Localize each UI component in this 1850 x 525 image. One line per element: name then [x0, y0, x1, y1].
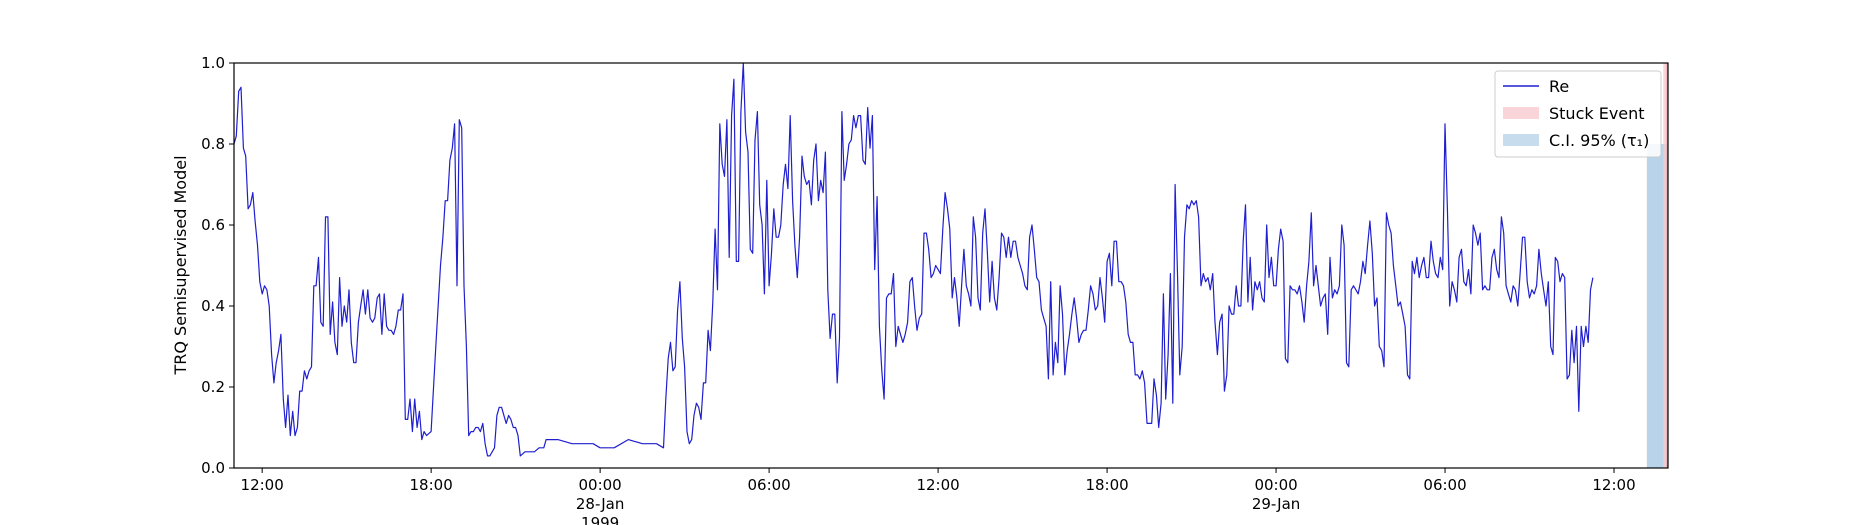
- legend: Re Stuck Event C.I. 95% (τ₁): [1494, 70, 1662, 158]
- x-tick-label: 12:00: [916, 476, 959, 494]
- x-tick-date-label: 28-Jan: [576, 495, 624, 513]
- y-tick-label: 1.0: [201, 54, 225, 72]
- x-tick-date-label: 29-Jan: [1252, 495, 1300, 513]
- x-tick-label: 12:00: [241, 476, 284, 494]
- legend-label: C.I. 95% (τ₁): [1549, 131, 1649, 150]
- x-tick-label: 00:00: [1254, 476, 1297, 494]
- x-tick-label: 12:00: [1592, 476, 1635, 494]
- stuck-event-band: [1663, 63, 1668, 468]
- y-tick-label: 0.0: [201, 459, 225, 477]
- y-tick-label: 0.6: [201, 216, 225, 234]
- x-tick-label: 00:00: [579, 476, 622, 494]
- y-tick-label: 0.2: [201, 378, 225, 396]
- y-tick-label: 0.4: [201, 297, 225, 315]
- legend-label: Stuck Event: [1549, 104, 1645, 123]
- series-line-re: [233, 62, 1594, 457]
- legend-label: Re: [1549, 77, 1569, 96]
- legend-swatch-patch: [1503, 134, 1539, 146]
- x-tick-label: 18:00: [1085, 476, 1128, 494]
- shaded-bands: [1646, 63, 1668, 468]
- y-axis-label: TRQ Semisupervised Model: [171, 155, 190, 375]
- ci-band: [1646, 144, 1668, 468]
- x-tick-label: 06:00: [747, 476, 790, 494]
- x-tick-label: 06:00: [1423, 476, 1466, 494]
- plot-frame: [233, 62, 1669, 469]
- y-tick-label: 0.8: [201, 135, 225, 153]
- series-group: [233, 62, 1594, 457]
- x-tick-year-label: 1999: [581, 514, 619, 525]
- legend-swatch-patch: [1503, 107, 1539, 119]
- y-axis-ticks: 0.0 0.2 0.4 0.6 0.8 1.0: [201, 54, 234, 477]
- x-tick-label: 18:00: [410, 476, 453, 494]
